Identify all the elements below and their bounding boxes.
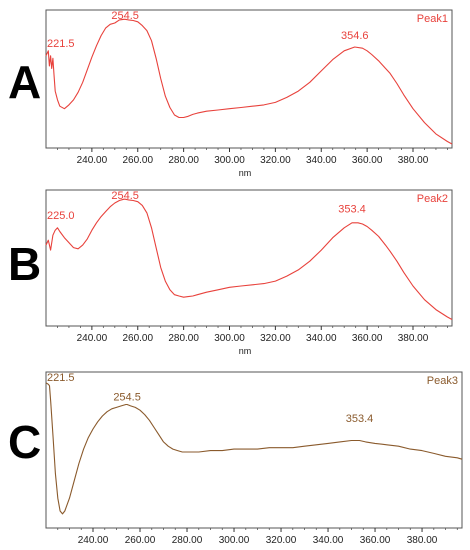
x-tick-label: 380.00 — [398, 333, 429, 344]
spectrum-line — [45, 18, 453, 145]
legend-label: Peak2 — [417, 193, 448, 205]
peak-label: 221.5 — [47, 372, 75, 384]
x-tick-label: 300.00 — [214, 155, 245, 166]
x-tick-label: 340.00 — [313, 535, 344, 546]
peak-label: 254.5 — [111, 190, 139, 202]
x-tick-label: 340.00 — [306, 155, 337, 166]
x-tick-label: 340.00 — [306, 333, 337, 344]
plot-frame — [45, 371, 463, 529]
peak-label: 225.0 — [47, 210, 75, 222]
x-tick-label: 240.00 — [78, 535, 109, 546]
plot-frame — [45, 189, 453, 327]
peak-label: 254.5 — [113, 391, 141, 403]
spectrum-line — [45, 198, 453, 320]
x-tick-label: 360.00 — [352, 333, 383, 344]
chart-panel-a: A 240.00 260.00 280.00 300.00 320.00 340.00 360… — [8, 9, 453, 178]
x-tick-label: 280.00 — [168, 155, 199, 166]
legend-label: Peak3 — [427, 375, 458, 387]
x-tick-label: 300.00 — [214, 333, 245, 344]
x-tick-label: 320.00 — [260, 155, 291, 166]
x-axis-title: nm — [239, 346, 252, 356]
panel-letter: B — [8, 238, 41, 290]
legend-label: Peak1 — [417, 13, 448, 25]
plot-frame — [45, 9, 453, 149]
chart-panel-c: C 240.00 260.00 280.00 300.00 320.00 340.00 360… — [8, 371, 463, 550]
x-tick-label: 280.00 — [168, 333, 199, 344]
chart-panel-b: B 240.00 260.00 280.00 300.00 320.00 340.00 360… — [8, 189, 453, 356]
x-tick-label: 300.00 — [219, 535, 250, 546]
x-tick-label: 240.00 — [77, 155, 108, 166]
peak-label: 354.6 — [341, 30, 369, 42]
x-tick-label: 380.00 — [398, 155, 429, 166]
panel-letter: C — [8, 416, 41, 468]
x-tick-label: 280.00 — [172, 535, 203, 546]
x-tick-label: 380.00 — [407, 535, 438, 546]
peak-label: 221.5 — [47, 38, 75, 50]
x-tick-label: 320.00 — [260, 333, 291, 344]
x-tick-label: 260.00 — [122, 333, 153, 344]
x-tick-label: 320.00 — [266, 535, 297, 546]
x-axis-title: nm — [244, 548, 257, 550]
x-tick-label: 360.00 — [352, 155, 383, 166]
x-tick-label: 260.00 — [125, 535, 156, 546]
peak-label: 353.4 — [346, 413, 374, 425]
x-tick-label: 360.00 — [360, 535, 391, 546]
x-tick-label: 240.00 — [77, 333, 108, 344]
panel-letter: A — [8, 56, 41, 108]
peak-label: 353.4 — [338, 204, 366, 216]
x-axis-title: nm — [239, 168, 252, 178]
x-tick-label: 260.00 — [122, 155, 153, 166]
peak-label: 254.5 — [111, 10, 139, 22]
spectrum-line — [45, 382, 463, 515]
